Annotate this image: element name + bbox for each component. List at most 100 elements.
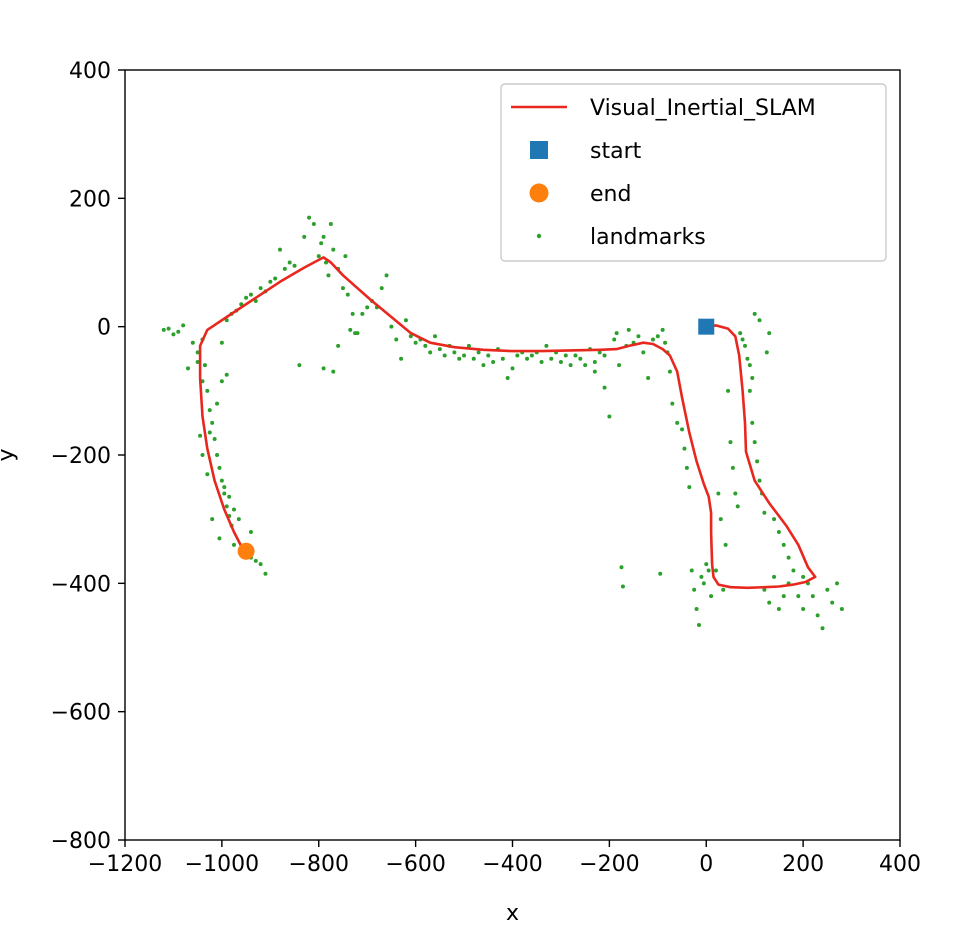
landmark-point bbox=[505, 376, 510, 380]
y-tick-label: 400 bbox=[69, 59, 111, 84]
landmark-point bbox=[663, 340, 668, 345]
landmark-point bbox=[408, 334, 413, 339]
landmark-point bbox=[558, 359, 563, 364]
x-tick-label: −400 bbox=[482, 852, 542, 877]
landmark-point bbox=[757, 318, 762, 323]
landmark-point bbox=[529, 353, 534, 358]
landmark-point bbox=[227, 494, 232, 499]
x-tick-label: −600 bbox=[385, 852, 445, 877]
landmark-point bbox=[839, 607, 844, 611]
landmark-point bbox=[207, 430, 212, 435]
landmark-point bbox=[231, 507, 236, 512]
landmark-point bbox=[620, 584, 625, 589]
x-tick-label: −200 bbox=[579, 852, 639, 877]
landmark-point bbox=[292, 263, 297, 268]
landmark-point bbox=[689, 568, 694, 573]
legend-box bbox=[500, 83, 887, 262]
landmark-point bbox=[210, 517, 215, 522]
landmark-point bbox=[171, 332, 176, 337]
landmark-point bbox=[772, 574, 777, 579]
landmark-point bbox=[273, 276, 278, 281]
landmark-point bbox=[219, 478, 224, 483]
landmark-point bbox=[726, 388, 731, 393]
landmark-point bbox=[476, 350, 481, 355]
x-tick-label: 0 bbox=[699, 852, 713, 877]
landmark-point bbox=[641, 350, 646, 355]
landmark-point bbox=[282, 266, 287, 271]
landmark-point bbox=[706, 568, 711, 573]
landmark-point bbox=[568, 363, 573, 368]
landmark-point bbox=[403, 318, 408, 323]
x-tick-label: −1000 bbox=[185, 852, 259, 877]
landmark-point bbox=[699, 574, 704, 579]
landmark-point bbox=[592, 359, 597, 364]
landmark-point bbox=[592, 369, 597, 374]
landmark-point bbox=[670, 401, 675, 406]
landmark-point bbox=[786, 555, 791, 560]
end-marker bbox=[237, 542, 255, 560]
landmark-point bbox=[835, 581, 840, 586]
landmark-point bbox=[602, 385, 607, 390]
y-tick-label: −200 bbox=[51, 444, 111, 469]
landmark-point bbox=[437, 347, 442, 352]
landmark-point bbox=[745, 356, 750, 361]
landmark-point bbox=[762, 510, 767, 515]
landmark-point bbox=[607, 414, 612, 419]
landmark-point bbox=[195, 350, 200, 355]
landmark-point bbox=[801, 574, 806, 579]
landmark-point bbox=[626, 327, 631, 332]
landmark-point bbox=[217, 536, 222, 541]
landmark-point bbox=[791, 568, 796, 573]
legend-label: end bbox=[590, 182, 631, 207]
landmark-point bbox=[646, 376, 651, 380]
landmark-point bbox=[747, 388, 752, 393]
landmark-point bbox=[466, 343, 471, 348]
landmark-point bbox=[161, 327, 166, 332]
landmark-point bbox=[755, 459, 760, 464]
landmark-point bbox=[236, 517, 241, 522]
landmark-point bbox=[258, 286, 263, 291]
landmark-point bbox=[181, 323, 186, 328]
y-axis-label: y bbox=[0, 448, 19, 461]
landmark-point bbox=[704, 562, 709, 567]
landmark-point bbox=[752, 440, 757, 445]
landmark-point bbox=[747, 363, 752, 368]
landmark-point bbox=[549, 356, 554, 361]
landmark-point bbox=[723, 542, 728, 547]
landmark-point bbox=[750, 420, 755, 425]
landmark-point bbox=[687, 485, 692, 490]
landmark-point bbox=[491, 359, 496, 364]
landmark-point bbox=[684, 465, 689, 470]
landmark-point bbox=[815, 613, 820, 618]
landmark-point bbox=[510, 366, 515, 371]
landmark-point bbox=[583, 363, 588, 368]
landmark-point bbox=[302, 234, 307, 239]
landmark-point bbox=[515, 353, 520, 358]
landmark-point bbox=[801, 607, 806, 611]
landmark-point bbox=[200, 453, 205, 457]
landmark-point bbox=[655, 334, 660, 339]
landmark-point bbox=[602, 353, 607, 358]
landmark-point bbox=[830, 600, 835, 605]
landmark-point bbox=[316, 254, 321, 259]
landmark-point bbox=[694, 607, 699, 611]
landmark-point bbox=[248, 292, 253, 297]
legend-dot-handle bbox=[536, 233, 542, 239]
landmark-point bbox=[709, 594, 714, 599]
landmark-point bbox=[215, 401, 220, 406]
legend-circle-handle bbox=[529, 183, 549, 203]
landmark-point bbox=[297, 363, 302, 368]
landmark-point bbox=[244, 295, 249, 300]
landmark-point bbox=[825, 587, 830, 592]
landmark-point bbox=[713, 568, 718, 573]
landmark-point bbox=[597, 350, 602, 355]
landmark-point bbox=[328, 222, 333, 226]
landmark-point bbox=[539, 359, 544, 364]
landmark-point bbox=[776, 530, 781, 534]
landmark-point bbox=[757, 478, 762, 483]
landmark-point bbox=[428, 350, 433, 355]
landmark-point bbox=[263, 571, 268, 576]
landmark-point bbox=[224, 318, 229, 323]
